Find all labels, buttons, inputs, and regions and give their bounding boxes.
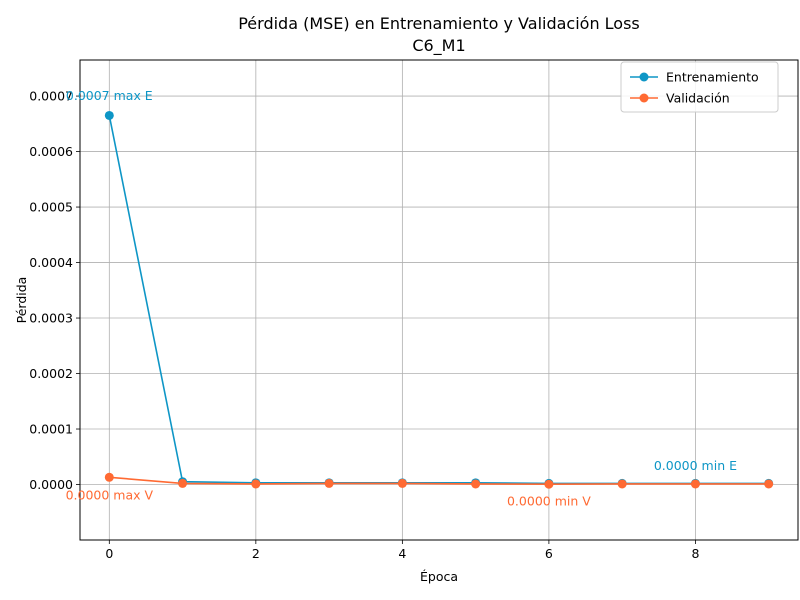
x-tick-label: 2: [252, 546, 260, 561]
legend-marker-validacion: [639, 93, 649, 103]
legend-label-entrenamiento: Entrenamiento: [666, 70, 759, 85]
x-tick-label: 8: [691, 546, 699, 561]
y-tick-label: 0.0007: [29, 89, 73, 104]
annotations: 0.0007 max E 0.0000 max V 0.0000 min E 0.00…: [66, 88, 738, 509]
data-point-series-1: [178, 478, 188, 488]
legend-label-validacion: Validación: [666, 91, 730, 106]
data-point-series-0: [104, 110, 114, 120]
x-axis-label: Época: [420, 569, 458, 584]
annotation-label: 0.0007 max E: [66, 88, 153, 103]
x-tick-label: 0: [105, 546, 113, 561]
data-point-series-1: [617, 479, 627, 489]
chart-subtitle: C6_M1: [412, 36, 465, 56]
x-tick-label: 6: [545, 546, 553, 561]
data-point-series-1: [397, 478, 407, 488]
legend-box: [620, 61, 779, 113]
chart-title: Pérdida (MSE) en Entrenamiento y Validac…: [238, 14, 640, 33]
data-point-series-1: [251, 479, 261, 489]
y-tick-label: 0.0003: [29, 311, 73, 326]
annotation-label: 0.0000 min E: [654, 458, 737, 473]
y-axis-label: Pérdida: [14, 277, 29, 324]
data-point-series-1: [324, 478, 334, 488]
axis-ticks: 0 2 4 6 8 0.0000 0.0001 0.0002 0.0003 0.0004 0.000…: [29, 89, 699, 561]
y-tick-label: 0.0000: [29, 477, 73, 492]
data-point-series-1: [690, 479, 700, 489]
legend-marker-entrenamiento: [639, 72, 649, 82]
data-point-series-1: [544, 479, 554, 489]
y-tick-label: 0.0001: [29, 422, 73, 437]
annotation-label: 0.0000 max V: [66, 488, 154, 503]
plot-area-frame: [79, 59, 799, 541]
y-tick-label: 0.0005: [29, 200, 73, 215]
data-point-series-1: [764, 479, 774, 489]
x-tick-label: 4: [398, 546, 406, 561]
series-layer: [104, 110, 774, 489]
annotation-label: 0.0000 min V: [507, 494, 591, 509]
legend: Entrenamiento Validación: [620, 61, 779, 113]
y-tick-label: 0.0002: [29, 366, 73, 381]
y-tick-label: 0.0006: [29, 144, 73, 159]
data-point-series-1: [471, 479, 481, 489]
y-tick-label: 0.0004: [29, 255, 73, 270]
series-line-1: [109, 476, 769, 486]
data-point-series-1: [104, 472, 114, 482]
series-line-0: [108, 115, 769, 485]
